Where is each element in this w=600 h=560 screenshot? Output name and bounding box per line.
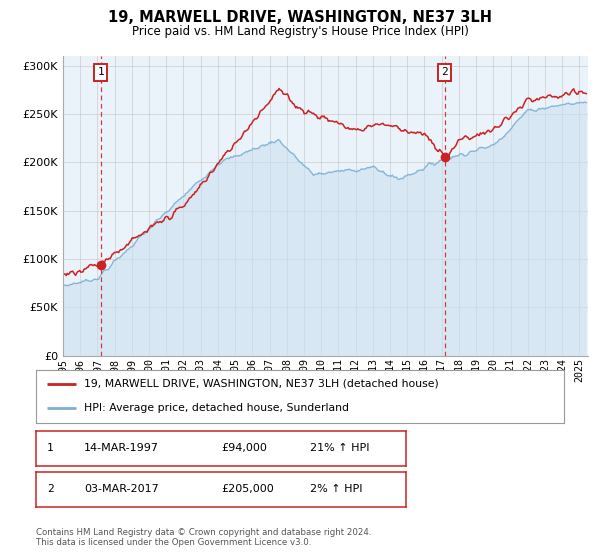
Text: 1: 1: [97, 67, 104, 77]
Text: 2% ↑ HPI: 2% ↑ HPI: [310, 484, 362, 494]
Text: 21% ↑ HPI: 21% ↑ HPI: [310, 444, 369, 453]
Text: £94,000: £94,000: [221, 444, 266, 453]
Text: 14-MAR-1997: 14-MAR-1997: [84, 444, 159, 453]
Text: 2: 2: [47, 484, 54, 494]
Text: Contains HM Land Registry data © Crown copyright and database right 2024.
This d: Contains HM Land Registry data © Crown c…: [36, 528, 371, 547]
Text: 19, MARWELL DRIVE, WASHINGTON, NE37 3LH (detached house): 19, MARWELL DRIVE, WASHINGTON, NE37 3LH …: [83, 379, 438, 389]
Text: HPI: Average price, detached house, Sunderland: HPI: Average price, detached house, Sund…: [83, 403, 349, 413]
Text: 03-MAR-2017: 03-MAR-2017: [84, 484, 159, 494]
Text: 1: 1: [47, 444, 54, 453]
Text: Price paid vs. HM Land Registry's House Price Index (HPI): Price paid vs. HM Land Registry's House …: [131, 25, 469, 38]
Text: £205,000: £205,000: [221, 484, 274, 494]
Text: 2: 2: [441, 67, 448, 77]
Text: 19, MARWELL DRIVE, WASHINGTON, NE37 3LH: 19, MARWELL DRIVE, WASHINGTON, NE37 3LH: [108, 10, 492, 25]
